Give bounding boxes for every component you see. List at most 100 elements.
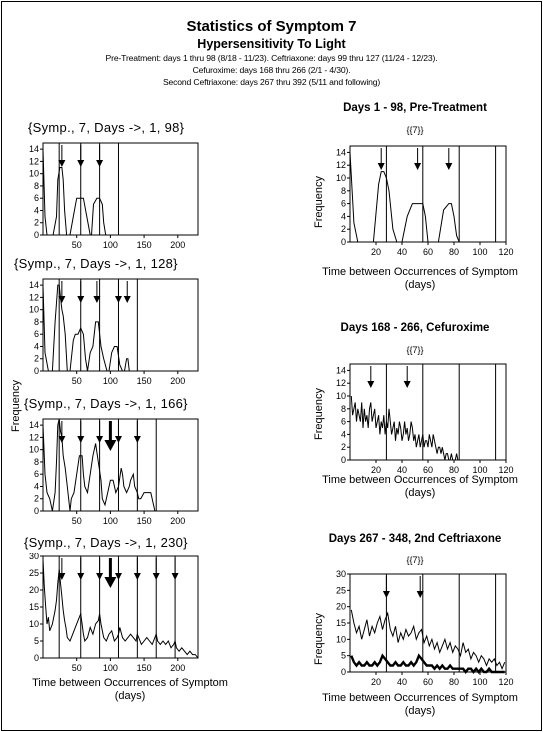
y-tick-label: 0 xyxy=(341,237,346,247)
left-x-axis-label: Time between Occurrences of Symptom (day… xyxy=(32,677,228,702)
y-tick-label: 0 xyxy=(34,366,39,376)
y-tick-label: 12 xyxy=(336,378,346,388)
y-tick-label: 5 xyxy=(341,651,346,661)
y-tick-label: 8 xyxy=(34,457,39,467)
arrow-head xyxy=(114,296,122,303)
y-tick-label: 20 xyxy=(29,585,39,595)
arrow-head xyxy=(445,163,453,170)
arrow-head xyxy=(104,440,117,451)
y-tick-label: 10 xyxy=(29,619,39,629)
arrow-head xyxy=(96,573,104,580)
y-tick-label: 14 xyxy=(29,420,39,430)
arrow-head xyxy=(133,436,141,443)
histogram-chart-2nd-ceftriaxone: 0 5 10 15 20 25 30 20 40 60 80 100 120 xyxy=(336,570,514,687)
right-x-axis-label: Time between Occurrences of Symptom (day… xyxy=(322,692,518,717)
x-tick-label: 60 xyxy=(423,677,433,687)
y-tick-label: 8 xyxy=(34,317,39,327)
right-x-axis-label: Time between Occurrences of Symptom (day… xyxy=(322,474,518,499)
chart-title: {Symp., 7, Days ->, 1, 230} xyxy=(24,535,188,550)
arrow-head xyxy=(416,591,424,598)
y-tick-label: 14 xyxy=(29,280,39,290)
series-line xyxy=(349,152,460,243)
y-tick-label: 2 xyxy=(341,224,346,234)
y-tick-label: 12 xyxy=(29,156,39,166)
treatment-note: Cefuroxime: days 168 thru 266 (2/1 - 4/3… xyxy=(192,65,351,75)
chart-title: Days 168 - 266, Cefuroxime xyxy=(340,322,490,334)
y-tick-label: 15 xyxy=(336,618,346,628)
y-tick-label: 14 xyxy=(29,144,39,154)
y-tick-label: 0 xyxy=(34,506,39,516)
x-tick-label: 150 xyxy=(137,376,152,386)
x-tick-label: 50 xyxy=(72,240,82,250)
histogram-chart-pretreatment: 0 2 4 6 8 10 12 14 20 40 60 80 100 120 xyxy=(336,145,514,257)
arrow-head xyxy=(123,296,131,303)
histogram-chart-1: 0 2 4 6 8 10 12 14 50 100 150 200 xyxy=(29,142,199,250)
arrow-head xyxy=(77,296,85,303)
y-tick-label: 10 xyxy=(29,445,39,455)
chart-subtitle: {{7}} xyxy=(406,125,424,135)
y-tick-label: 0 xyxy=(341,455,346,465)
x-tick-label: 200 xyxy=(170,240,185,250)
x-tick-label: 150 xyxy=(137,240,152,250)
x-tick-label: 200 xyxy=(170,516,185,526)
y-tick-label: 4 xyxy=(34,481,39,491)
y-tick-label: 25 xyxy=(29,568,39,578)
arrow-head xyxy=(133,573,141,580)
arrow-head xyxy=(403,381,411,388)
plot-area xyxy=(42,142,199,236)
x-tick-label: 100 xyxy=(472,247,487,257)
arrow-head xyxy=(152,573,160,580)
y-tick-label: 2 xyxy=(34,494,39,504)
y-tick-label: 8 xyxy=(341,186,346,196)
y-tick-label: 30 xyxy=(29,553,39,561)
chart-subtitle: {{7}} xyxy=(406,555,424,565)
right-x-axis-label: Time between Occurrences of Symptom (day… xyxy=(322,266,518,291)
y-tick-label: 4 xyxy=(34,205,39,215)
x-tick-label: 40 xyxy=(397,247,407,257)
plot-area xyxy=(42,278,199,372)
y-tick-label: 0 xyxy=(34,230,39,240)
y-tick-label: 14 xyxy=(336,365,346,375)
chart-subtitle: {{7}} xyxy=(406,345,424,355)
y-tick-label: 10 xyxy=(336,391,346,401)
histogram-chart-3: 0 2 4 6 8 10 12 14 50 100 150 200 xyxy=(29,418,199,526)
x-tick-label: 100 xyxy=(472,465,487,475)
y-tick-label: 6 xyxy=(341,199,346,209)
x-tick-label: 120 xyxy=(498,465,513,475)
x-tick-label: 100 xyxy=(103,376,118,386)
x-tick-label: 20 xyxy=(371,247,381,257)
x-tick-label: 120 xyxy=(498,247,513,257)
arrow-head xyxy=(367,381,375,388)
y-tick-label: 4 xyxy=(341,211,346,221)
x-tick-label: 20 xyxy=(371,465,381,475)
histogram-chart-4: 0 5 10 15 20 25 30 50 100 150 200 xyxy=(29,553,199,673)
plot-area xyxy=(349,145,507,243)
chart-title: {Symp., 7, Days ->, 1, 98} xyxy=(28,120,185,135)
x-tick-label: 60 xyxy=(423,465,433,475)
arrow-head xyxy=(58,160,66,167)
series-line xyxy=(42,559,199,659)
y-tick-label: 15 xyxy=(29,602,39,612)
y-tick-label: 6 xyxy=(34,329,39,339)
arrow-head xyxy=(96,160,104,167)
plot-area xyxy=(42,418,199,512)
x-tick-label: 50 xyxy=(72,376,82,386)
arrow-head xyxy=(382,591,390,598)
x-tick-label: 100 xyxy=(103,516,118,526)
y-tick-label: 4 xyxy=(34,341,39,351)
y-tick-label: 12 xyxy=(336,160,346,170)
series-line xyxy=(42,284,130,372)
x-tick-label: 100 xyxy=(472,677,487,687)
arrow-head xyxy=(104,577,117,588)
x-tick-label: 60 xyxy=(423,247,433,257)
series-line xyxy=(42,418,156,512)
figure-subtitle: Hypersensitivity To Light xyxy=(197,37,346,51)
y-tick-label: 12 xyxy=(29,432,39,442)
x-tick-label: 40 xyxy=(397,677,407,687)
series-line xyxy=(350,395,465,461)
x-tick-label: 200 xyxy=(170,663,185,673)
y-tick-label: 2 xyxy=(341,442,346,452)
arrow-head xyxy=(114,436,122,443)
y-tick-label: 6 xyxy=(34,469,39,479)
